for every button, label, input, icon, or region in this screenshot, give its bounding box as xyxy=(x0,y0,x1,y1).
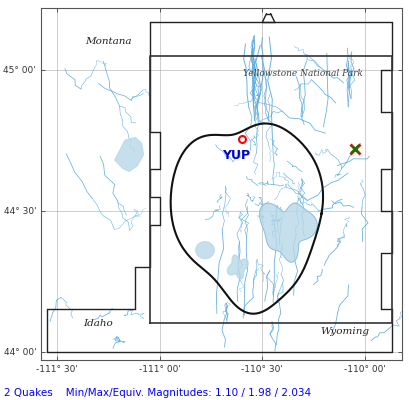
Polygon shape xyxy=(115,138,143,171)
Polygon shape xyxy=(196,242,213,259)
Text: Wyoming: Wyoming xyxy=(319,327,368,336)
Polygon shape xyxy=(227,255,247,279)
Text: YUP: YUP xyxy=(221,149,249,162)
Text: Idaho: Idaho xyxy=(83,319,113,328)
Text: 2 Quakes    Min/Max/Equiv. Magnitudes: 1.10 / 1.98 / 2.034: 2 Quakes Min/Max/Equiv. Magnitudes: 1.10… xyxy=(4,388,310,398)
Polygon shape xyxy=(259,203,317,262)
Text: Yellowstone National Park: Yellowstone National Park xyxy=(243,69,362,78)
Text: Montana: Montana xyxy=(85,37,132,46)
